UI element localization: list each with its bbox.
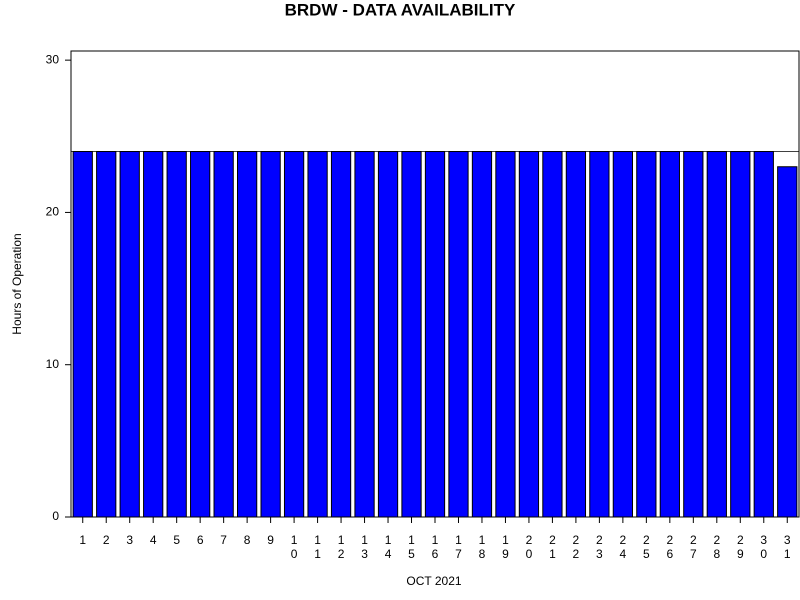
bar	[283, 151, 305, 518]
y-tick-label: 10	[46, 357, 60, 371]
bar	[777, 166, 798, 518]
x-axis-label: OCT 2021	[406, 574, 461, 588]
bar	[119, 151, 140, 518]
x-tick-label: 8	[244, 533, 251, 547]
bar	[518, 151, 540, 518]
y-tick-label: 0	[52, 509, 59, 523]
y-tick-label: 30	[46, 52, 60, 66]
y-axis-label: Hours of Operation	[10, 233, 24, 334]
bar	[612, 151, 633, 518]
bar	[636, 151, 657, 518]
bar	[72, 151, 93, 518]
bar	[96, 151, 117, 518]
bar	[213, 151, 234, 518]
bar	[495, 151, 516, 518]
bar	[565, 151, 587, 518]
bar	[659, 151, 680, 518]
bar	[143, 151, 164, 518]
bar	[354, 151, 375, 518]
bar	[401, 151, 422, 518]
bar	[166, 151, 187, 518]
bar	[377, 151, 399, 518]
x-tick-label: 5	[173, 533, 180, 547]
y-tick-label: 20	[46, 205, 60, 219]
x-tick-label: 1	[79, 533, 86, 547]
bar	[260, 151, 281, 518]
bar	[706, 151, 727, 518]
chart-title: BRDW - DATA AVAILABILITY	[285, 0, 516, 19]
bar	[424, 151, 446, 518]
bar	[448, 151, 469, 518]
bar	[330, 151, 352, 518]
bar	[307, 151, 328, 518]
bar	[542, 151, 563, 518]
bar	[471, 151, 493, 518]
bar	[190, 151, 211, 518]
bar	[237, 151, 258, 518]
bar	[589, 151, 610, 518]
x-tick-label: 6	[197, 533, 204, 547]
x-tick-label: 9	[267, 533, 274, 547]
bar	[753, 151, 774, 518]
x-tick-label: 2	[103, 533, 110, 547]
x-tick-label: 7	[220, 533, 227, 547]
x-tick-label: 4	[150, 533, 157, 547]
bar	[683, 151, 704, 518]
bar	[730, 151, 751, 518]
x-tick-label: 3	[126, 533, 133, 547]
